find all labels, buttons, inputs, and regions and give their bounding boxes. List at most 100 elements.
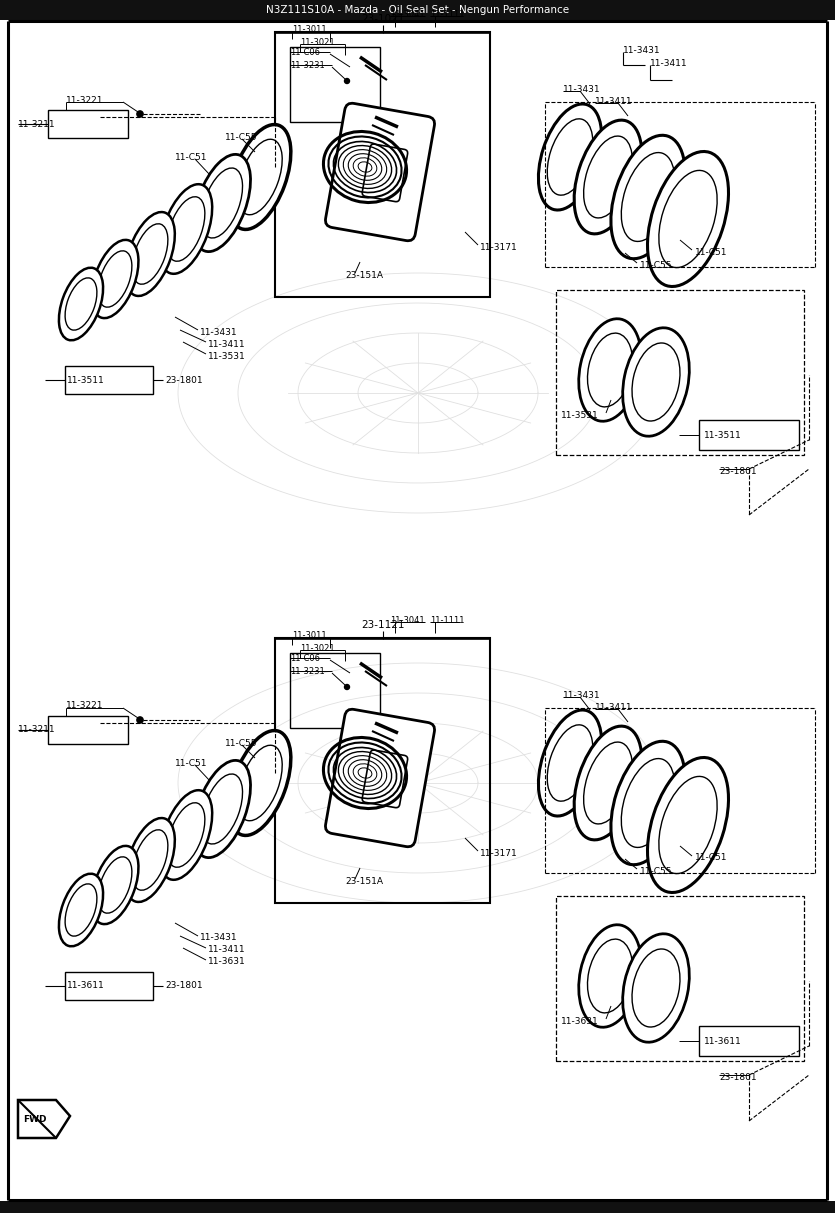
Ellipse shape (194, 761, 250, 858)
Ellipse shape (229, 125, 291, 229)
Text: 11-C06: 11-C06 (290, 47, 320, 57)
Text: 11-3211: 11-3211 (18, 120, 56, 129)
Polygon shape (18, 1100, 70, 1138)
Text: 11-3411: 11-3411 (208, 945, 245, 955)
Ellipse shape (229, 730, 291, 836)
Text: 11-3531: 11-3531 (561, 410, 599, 420)
Ellipse shape (579, 319, 641, 421)
Text: FWD: FWD (23, 1116, 47, 1124)
Text: 23-1121: 23-1121 (361, 620, 404, 630)
Text: 11-3411: 11-3411 (208, 340, 245, 348)
Text: 11-3511: 11-3511 (67, 376, 104, 385)
Text: 11-1111: 11-1111 (430, 615, 464, 625)
Bar (290, 47, 380, 123)
Text: 23-1021: 23-1021 (361, 15, 404, 24)
FancyBboxPatch shape (362, 144, 407, 201)
Bar (48, 110, 128, 138)
Text: 11-3631: 11-3631 (208, 957, 245, 967)
Text: 11-3221: 11-3221 (66, 96, 104, 104)
Ellipse shape (539, 710, 601, 816)
Text: 11-C55: 11-C55 (640, 866, 672, 876)
Ellipse shape (623, 328, 690, 437)
Ellipse shape (623, 934, 690, 1042)
Text: 11-3431: 11-3431 (563, 85, 600, 93)
Text: 23-1801: 23-1801 (165, 376, 203, 385)
Text: 23-151A: 23-151A (345, 877, 383, 885)
Text: 11-C51: 11-C51 (175, 153, 208, 161)
Bar (275, 638, 490, 902)
Ellipse shape (345, 79, 350, 84)
Ellipse shape (647, 152, 728, 286)
Text: 11-3231: 11-3231 (290, 61, 325, 69)
Ellipse shape (137, 112, 143, 116)
Bar (0, 1201, 835, 1213)
Text: 23-1801: 23-1801 (719, 1072, 757, 1082)
Text: 23-1801: 23-1801 (719, 467, 757, 475)
Text: 11-3011: 11-3011 (292, 631, 326, 639)
Text: 11-3411: 11-3411 (650, 58, 688, 68)
Ellipse shape (59, 268, 103, 341)
Ellipse shape (647, 757, 728, 893)
Ellipse shape (159, 184, 212, 274)
Bar (556, 290, 804, 455)
Text: 11-C51: 11-C51 (695, 854, 727, 862)
Text: 11-3021: 11-3021 (300, 38, 335, 46)
Bar (556, 896, 804, 1061)
Ellipse shape (137, 717, 143, 723)
Text: 23-151A: 23-151A (345, 270, 383, 279)
Text: 11-3431: 11-3431 (623, 46, 660, 55)
Text: 11-3531: 11-3531 (208, 352, 245, 360)
Text: 11-3431: 11-3431 (563, 690, 600, 700)
Ellipse shape (125, 818, 175, 902)
Text: 11-3611: 11-3611 (67, 981, 104, 991)
Text: 11-C51: 11-C51 (695, 247, 727, 256)
Text: 23-1801: 23-1801 (165, 981, 203, 991)
Text: N3Z111S10A - Mazda - Oil Seal Set - Nengun Performance: N3Z111S10A - Mazda - Oil Seal Set - Neng… (266, 5, 569, 15)
Text: 11-3211: 11-3211 (18, 725, 56, 735)
Text: 11-3221: 11-3221 (66, 701, 104, 711)
Ellipse shape (611, 136, 685, 258)
Ellipse shape (92, 240, 139, 318)
Text: 11-3431: 11-3431 (200, 328, 238, 336)
Bar (290, 653, 380, 728)
Text: 11-3011: 11-3011 (292, 24, 326, 34)
Text: 11-3021: 11-3021 (300, 644, 335, 653)
Ellipse shape (574, 727, 642, 839)
Text: 11-3231: 11-3231 (290, 666, 325, 676)
Ellipse shape (194, 154, 250, 251)
Text: 11-C51: 11-C51 (175, 758, 208, 768)
Bar (699, 1026, 799, 1057)
Text: 11-C55: 11-C55 (225, 132, 257, 142)
Text: 11-3431: 11-3431 (200, 934, 238, 943)
Ellipse shape (92, 845, 139, 924)
Ellipse shape (59, 873, 103, 946)
Ellipse shape (574, 120, 642, 234)
Text: 11-3411: 11-3411 (595, 702, 633, 712)
Text: 11-3171: 11-3171 (480, 849, 518, 858)
Text: 11-C55: 11-C55 (640, 261, 672, 269)
Text: 11-3511: 11-3511 (704, 431, 741, 439)
Text: 11-1111: 11-1111 (430, 10, 464, 18)
Text: 11-3041: 11-3041 (390, 615, 425, 625)
Text: 11-C06: 11-C06 (290, 654, 320, 662)
Text: 11-3411: 11-3411 (595, 97, 633, 106)
Text: 11-3171: 11-3171 (480, 243, 518, 251)
Text: 11-C55: 11-C55 (225, 739, 257, 747)
Bar (699, 420, 799, 450)
Bar (0, 0, 835, 19)
Text: 11-3041: 11-3041 (390, 10, 425, 18)
Text: 11-3631: 11-3631 (561, 1016, 599, 1025)
FancyBboxPatch shape (326, 103, 434, 240)
Bar (65, 366, 153, 394)
Ellipse shape (539, 104, 601, 210)
Bar (48, 716, 128, 744)
FancyBboxPatch shape (326, 710, 434, 847)
Ellipse shape (125, 212, 175, 296)
Bar (65, 972, 153, 1000)
Ellipse shape (611, 741, 685, 865)
Ellipse shape (159, 790, 212, 879)
Ellipse shape (345, 684, 350, 689)
FancyBboxPatch shape (362, 750, 407, 808)
Ellipse shape (579, 924, 641, 1027)
Text: 11-3611: 11-3611 (704, 1036, 741, 1046)
